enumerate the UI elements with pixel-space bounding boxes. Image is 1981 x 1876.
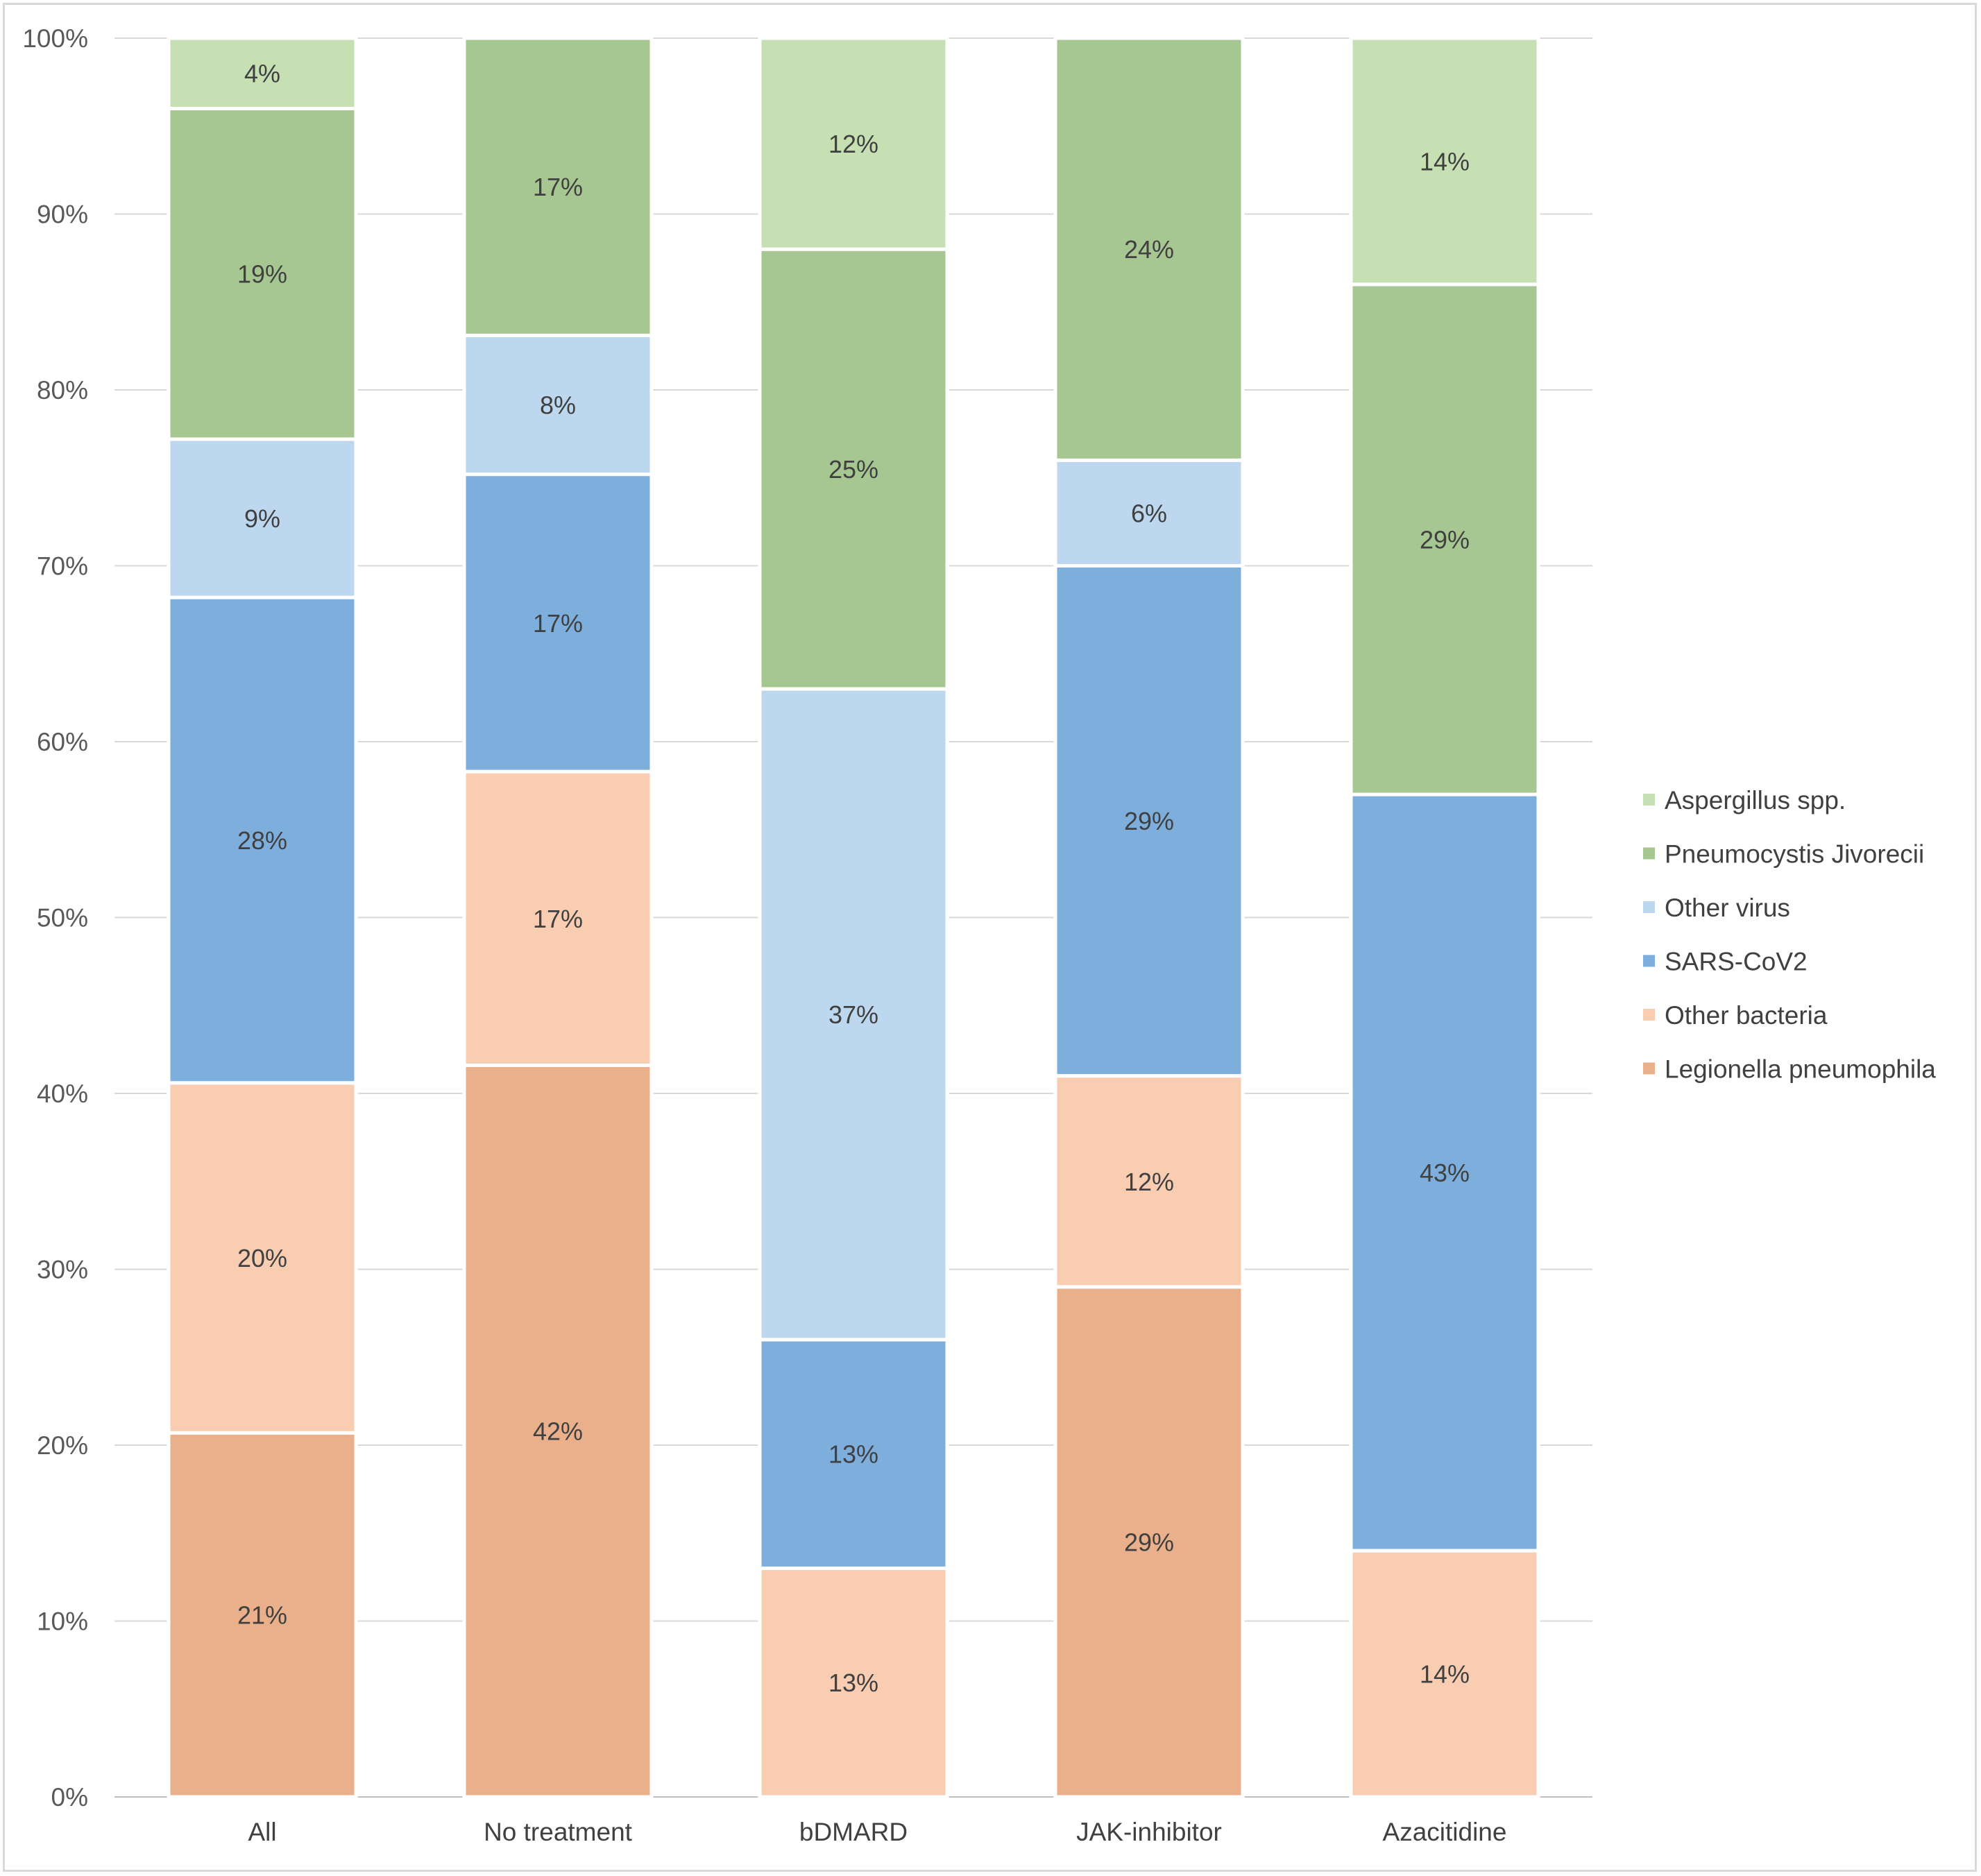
bar-bdmard-other-bacteria xyxy=(758,1566,949,1799)
data-label-jak-inhibitor-other-bacteria: 12% xyxy=(1124,1168,1174,1196)
bar-jak-inhibitor-other-bacteria xyxy=(1053,1074,1245,1289)
data-label-all-legionella-pneumophila: 21% xyxy=(237,1601,287,1630)
legend-item-aspergillus-spp: Aspergillus spp. xyxy=(1643,786,1846,815)
x-tick-label-all: All xyxy=(248,1818,276,1846)
legend-swatch-sars-cov2 xyxy=(1643,955,1655,967)
bar-all-sars-cov2 xyxy=(167,595,358,1085)
data-label-bdmard-pneumocystis-jivorecii: 25% xyxy=(828,455,878,484)
bar-no-treatment-other-bacteria xyxy=(462,769,654,1067)
legend-item-pneumocystis-jivorecii: Pneumocystis Jivorecii xyxy=(1643,840,1924,869)
y-tick-label: 10% xyxy=(37,1608,88,1636)
legend-swatch-pneumocystis-jivorecii xyxy=(1643,847,1655,860)
data-label-all-other-virus: 9% xyxy=(244,504,280,533)
legend-label-other-bacteria: Other bacteria xyxy=(1665,1001,1828,1030)
data-label-no-treatment-sars-cov2: 17% xyxy=(533,609,583,638)
data-label-no-treatment-legionella-pneumophila: 42% xyxy=(533,1417,583,1446)
data-label-azacitidine-aspergillus-spp: 14% xyxy=(1420,147,1470,176)
bar-jak-inhibitor-pneumocystis-jivorecii xyxy=(1053,36,1245,462)
data-label-jak-inhibitor-sars-cov2: 29% xyxy=(1124,807,1174,835)
y-tick-label: 60% xyxy=(37,728,88,756)
data-label-jak-inhibitor-legionella-pneumophila: 29% xyxy=(1124,1528,1174,1556)
x-tick-label-bdmard: bDMARD xyxy=(799,1818,908,1846)
bar-azacitidine-aspergillus-spp xyxy=(1349,36,1540,287)
legend-label-pneumocystis-jivorecii: Pneumocystis Jivorecii xyxy=(1665,840,1924,869)
bar-no-treatment-legionella-pneumophila xyxy=(462,1063,654,1799)
legend: Aspergillus spp. Pneumocystis Jivorecii Ot… xyxy=(1643,786,1936,1084)
y-tick-label: 30% xyxy=(37,1256,88,1284)
data-label-bdmard-aspergillus-spp: 12% xyxy=(828,130,878,158)
data-label-no-treatment-pneumocystis-jivorecii: 17% xyxy=(533,173,583,201)
y-tick-label: 70% xyxy=(37,552,88,581)
y-tick-label: 0% xyxy=(51,1783,88,1811)
y-axis-tick-labels: 0% 10% 20% 30% 40% 50% 60% 70% 80% 90% 100% xyxy=(22,24,88,1811)
legend-swatch-other-virus xyxy=(1643,901,1655,913)
data-label-bdmard-other-bacteria: 13% xyxy=(828,1669,878,1697)
bar-no-treatment-other-virus xyxy=(462,333,654,477)
data-label-bdmard-other-virus: 37% xyxy=(828,1000,878,1029)
y-tick-label: 40% xyxy=(37,1080,88,1108)
data-label-azacitidine-pneumocystis-jivorecii: 29% xyxy=(1420,525,1470,554)
data-label-jak-inhibitor-other-virus: 6% xyxy=(1131,499,1167,527)
data-labels: 21% 20% 28% 9% 19% 4% 42% 17% 17% 8% 17% 13% 13% 37% 2… xyxy=(237,60,1470,1698)
legend-swatch-aspergillus-spp xyxy=(1643,794,1655,805)
data-label-all-pneumocystis-jivorecii: 19% xyxy=(237,260,287,289)
bar-bdmard-other-virus xyxy=(758,687,949,1342)
data-label-azacitidine-other-bacteria: 14% xyxy=(1420,1660,1470,1689)
bar-all-other-bacteria xyxy=(167,1081,358,1435)
bar-no-treatment-sars-cov2 xyxy=(462,472,654,774)
legend-item-legionella-pneumophila: Legionella pneumophila xyxy=(1643,1055,1936,1084)
data-label-all-aspergillus-spp: 4% xyxy=(244,60,280,88)
bar-all-legionella-pneumophila xyxy=(167,1431,358,1799)
bar-no-treatment-pneumocystis-jivorecii xyxy=(462,36,654,337)
x-tick-label-no-treatment: No treatment xyxy=(484,1818,633,1846)
legend-label-legionella-pneumophila: Legionella pneumophila xyxy=(1665,1055,1936,1084)
bars xyxy=(167,36,1540,1799)
data-label-all-sars-cov2: 28% xyxy=(237,826,287,855)
legend-item-other-bacteria: Other bacteria xyxy=(1643,1001,1828,1030)
y-tick-label: 80% xyxy=(37,376,88,404)
data-label-jak-inhibitor-pneumocystis-jivorecii: 24% xyxy=(1124,235,1174,264)
legend-label-aspergillus-spp: Aspergillus spp. xyxy=(1665,786,1846,815)
bar-jak-inhibitor-sars-cov2 xyxy=(1053,564,1245,1078)
bar-all-aspergillus-spp xyxy=(167,36,358,110)
legend-label-sars-cov2: SARS-CoV2 xyxy=(1665,948,1808,976)
data-label-no-treatment-other-virus: 8% xyxy=(540,391,576,420)
x-axis-tick-labels: All No treatment bDMARD JAK-inhibitor Azacit… xyxy=(248,1818,1506,1846)
y-tick-label: 50% xyxy=(37,904,88,932)
y-tick-label: 20% xyxy=(37,1431,88,1460)
data-label-all-other-bacteria: 20% xyxy=(237,1244,287,1272)
y-tick-label: 100% xyxy=(22,24,88,53)
legend-label-other-virus: Other virus xyxy=(1665,894,1790,922)
data-label-no-treatment-other-bacteria: 17% xyxy=(533,905,583,933)
y-tick-label: 90% xyxy=(37,201,88,229)
bar-jak-inhibitor-legionella-pneumophila xyxy=(1053,1285,1245,1799)
bar-bdmard-aspergillus-spp xyxy=(758,36,949,251)
bar-azacitidine-sars-cov2 xyxy=(1349,792,1540,1553)
bar-bdmard-pneumocystis-jivorecii xyxy=(758,247,949,691)
bar-all-other-virus xyxy=(167,437,358,599)
x-tick-label-azacitidine: Azacitidine xyxy=(1383,1818,1507,1846)
legend-item-other-virus: Other virus xyxy=(1643,894,1790,922)
bar-azacitidine-other-bacteria xyxy=(1349,1549,1540,1799)
data-label-azacitidine-sars-cov2: 43% xyxy=(1420,1159,1470,1187)
bar-azacitidine-pneumocystis-jivorecii xyxy=(1349,282,1540,796)
legend-item-sars-cov2: SARS-CoV2 xyxy=(1643,948,1808,976)
x-tick-label-jak-inhibitor: JAK-inhibitor xyxy=(1076,1818,1222,1846)
legend-swatch-other-bacteria xyxy=(1643,1009,1655,1021)
legend-swatch-legionella-pneumophila xyxy=(1643,1062,1655,1075)
data-label-bdmard-sars-cov2: 13% xyxy=(828,1440,878,1469)
